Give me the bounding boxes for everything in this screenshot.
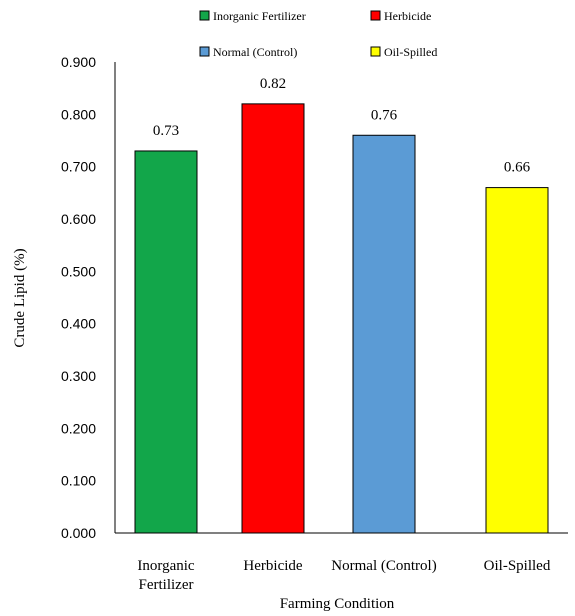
- bar-group: [134, 103, 549, 534]
- legend-label: Inorganic Fertilizer: [213, 9, 306, 23]
- data-label: 0.76: [371, 107, 398, 123]
- legend-label: Herbicide: [384, 9, 431, 23]
- y-tick-label: 0.600: [61, 211, 96, 227]
- bar: [352, 134, 416, 534]
- y-tick-label: 0.700: [61, 159, 96, 175]
- y-tick-label: 0.000: [61, 525, 96, 541]
- bar: [241, 103, 305, 534]
- y-axis-ticks: 0.000 0.100 0.200 0.300 0.400 0.500 0.600 0.700…: [61, 54, 96, 541]
- data-label: 0.73: [153, 123, 179, 139]
- x-tick-label: Inorganic Fertilizer: [137, 558, 195, 593]
- x-tick-label: Oil-Spilled: [484, 558, 551, 574]
- legend-swatch: [370, 46, 381, 57]
- x-tick-label: Normal (Control): [331, 558, 436, 574]
- data-label: 0.66: [504, 160, 531, 176]
- x-tick-label: Herbicide: [243, 558, 302, 574]
- chart-legend: Inorganic Fertilizer Herbicide Normal (Con…: [199, 9, 437, 59]
- data-label-group: 0.73 0.82 0.76 0.66: [153, 76, 531, 176]
- legend-swatch: [199, 46, 210, 57]
- y-tick-label: 0.100: [61, 473, 96, 489]
- legend-swatch: [199, 10, 210, 21]
- y-tick-label: 0.800: [61, 106, 96, 122]
- bar: [485, 187, 549, 534]
- x-axis-ticks: Inorganic Fertilizer Herbicide Normal (Cont…: [137, 558, 550, 593]
- legend-swatch: [370, 10, 381, 21]
- y-tick-label: 0.300: [61, 368, 96, 384]
- y-tick-label: 0.900: [61, 54, 96, 70]
- bar: [134, 150, 198, 534]
- y-tick-label: 0.500: [61, 263, 96, 279]
- data-label: 0.82: [260, 76, 286, 92]
- y-tick-label: 0.400: [61, 316, 96, 332]
- legend-label: Oil-Spilled: [384, 45, 437, 59]
- x-axis-title: Farming Condition: [280, 596, 395, 612]
- y-tick-label: 0.200: [61, 420, 96, 436]
- y-axis-title: Crude Lipid (%): [12, 248, 28, 347]
- legend-label: Normal (Control): [213, 45, 297, 59]
